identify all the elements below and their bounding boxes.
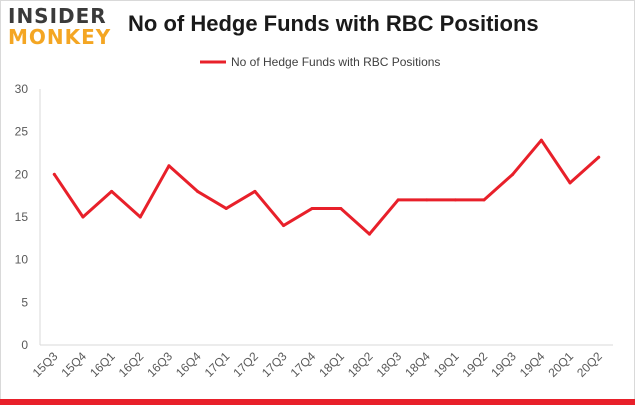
- x-tick-label: 19Q2: [460, 349, 491, 380]
- x-tick-label: 20Q2: [574, 349, 605, 380]
- logo-text-bottom: MONKEY: [8, 25, 112, 49]
- data-point: [110, 189, 114, 193]
- chart-title: No of Hedge Funds with RBC Positions: [128, 11, 539, 36]
- data-point: [310, 206, 314, 210]
- insider-monkey-logo: INSIDER MONKEY: [8, 6, 111, 47]
- legend: No of Hedge Funds with RBC Positions: [200, 55, 440, 69]
- data-point: [425, 198, 429, 202]
- data-point: [511, 172, 515, 176]
- data-point: [539, 138, 543, 142]
- x-tick-label: 16Q1: [87, 349, 118, 380]
- y-tick-label: 25: [15, 125, 29, 139]
- data-point: [253, 189, 257, 193]
- y-tick-label: 30: [15, 82, 29, 96]
- x-axis-tick-labels: 15Q315Q416Q116Q216Q316Q417Q117Q217Q317Q4…: [30, 349, 605, 380]
- data-point: [224, 206, 228, 210]
- data-point: [81, 215, 85, 219]
- logo-text-top: INSIDER: [8, 4, 107, 28]
- x-tick-label: 18Q3: [374, 349, 405, 380]
- data-point: [167, 164, 171, 168]
- x-tick-label: 15Q3: [30, 349, 61, 380]
- x-tick-label: 19Q4: [517, 349, 548, 380]
- data-point: [453, 198, 457, 202]
- x-tick-label: 17Q2: [230, 349, 261, 380]
- x-tick-label: 20Q1: [545, 349, 576, 380]
- y-tick-label: 5: [21, 295, 28, 309]
- x-tick-label: 18Q4: [402, 349, 433, 380]
- x-tick-label: 17Q1: [202, 349, 233, 380]
- y-axis-tick-labels: 0 5 10 15 20 25 30: [15, 82, 29, 352]
- data-point: [138, 215, 142, 219]
- y-tick-label: 0: [21, 338, 28, 352]
- data-point: [568, 181, 572, 185]
- x-tick-label: 16Q2: [116, 349, 147, 380]
- bottom-accent-bar: [0, 399, 635, 405]
- data-point: [597, 155, 601, 159]
- data-point: [282, 224, 286, 228]
- data-point: [396, 198, 400, 202]
- data-point: [52, 172, 56, 176]
- x-tick-label: 19Q1: [431, 349, 462, 380]
- x-tick-label: 18Q2: [345, 349, 376, 380]
- data-point: [339, 206, 343, 210]
- data-point: [367, 232, 371, 236]
- x-tick-label: 17Q4: [288, 349, 319, 380]
- x-tick-label: 17Q3: [259, 349, 290, 380]
- axes: [39, 89, 613, 346]
- legend-label: No of Hedge Funds with RBC Positions: [231, 55, 440, 69]
- data-point: [482, 198, 486, 202]
- series-polyline: [52, 138, 601, 236]
- x-tick-label: 16Q3: [144, 349, 175, 380]
- series-line: [52, 138, 601, 236]
- x-tick-label: 18Q1: [316, 349, 347, 380]
- y-tick-label: 20: [15, 167, 29, 181]
- x-tick-label: 19Q3: [488, 349, 519, 380]
- y-tick-label: 15: [15, 210, 29, 224]
- y-tick-label: 10: [15, 253, 29, 267]
- data-point: [196, 189, 200, 193]
- x-tick-label: 16Q4: [173, 349, 204, 380]
- x-tick-label: 15Q4: [58, 349, 89, 380]
